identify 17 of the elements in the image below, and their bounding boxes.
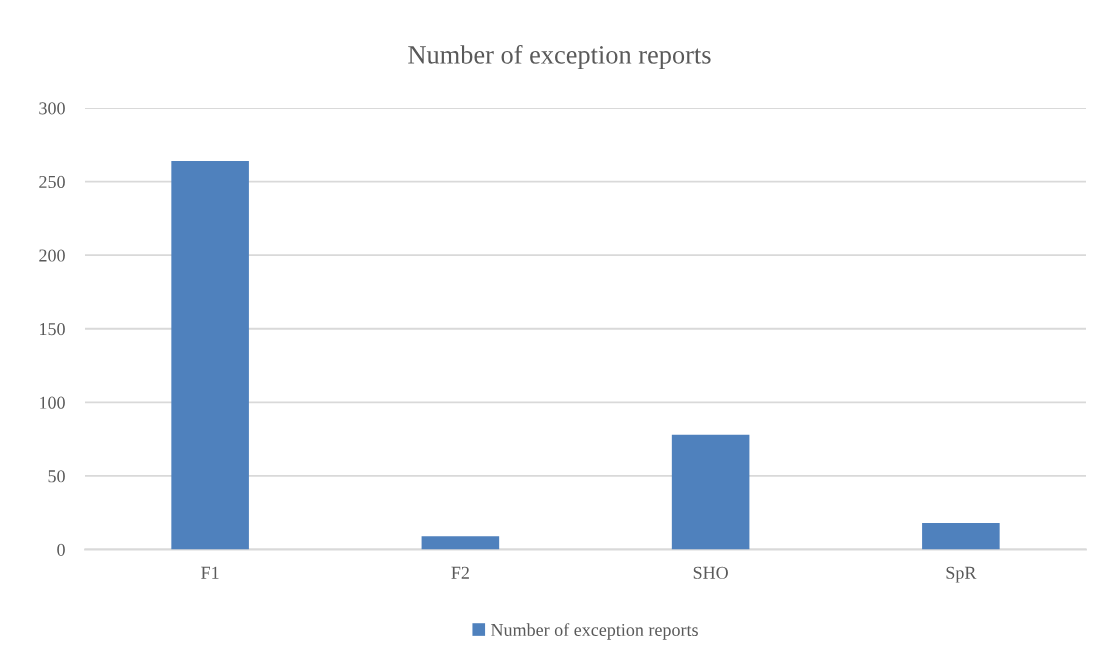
x-tick-label: F1 [201, 566, 219, 579]
y-tick-label: 300 [39, 102, 65, 115]
x-tick-label: F2 [451, 566, 469, 579]
bar [421, 536, 500, 550]
y-tick-label: 200 [39, 249, 65, 262]
bar [671, 434, 750, 550]
x-tick-label: SHO [693, 566, 728, 579]
legend-label: Number of exception reports [491, 623, 698, 640]
x-tick-label: SpR [946, 566, 977, 583]
y-tick-label: 50 [48, 470, 65, 483]
y-tick-label: 100 [40, 396, 65, 409]
chart-title: Number of exception reports [408, 44, 711, 70]
bar [922, 523, 1000, 550]
bar [171, 160, 249, 550]
y-tick-label: 0 [57, 543, 65, 556]
y-tick-label: 150 [40, 323, 65, 336]
y-tick-label: 250 [39, 175, 65, 189]
